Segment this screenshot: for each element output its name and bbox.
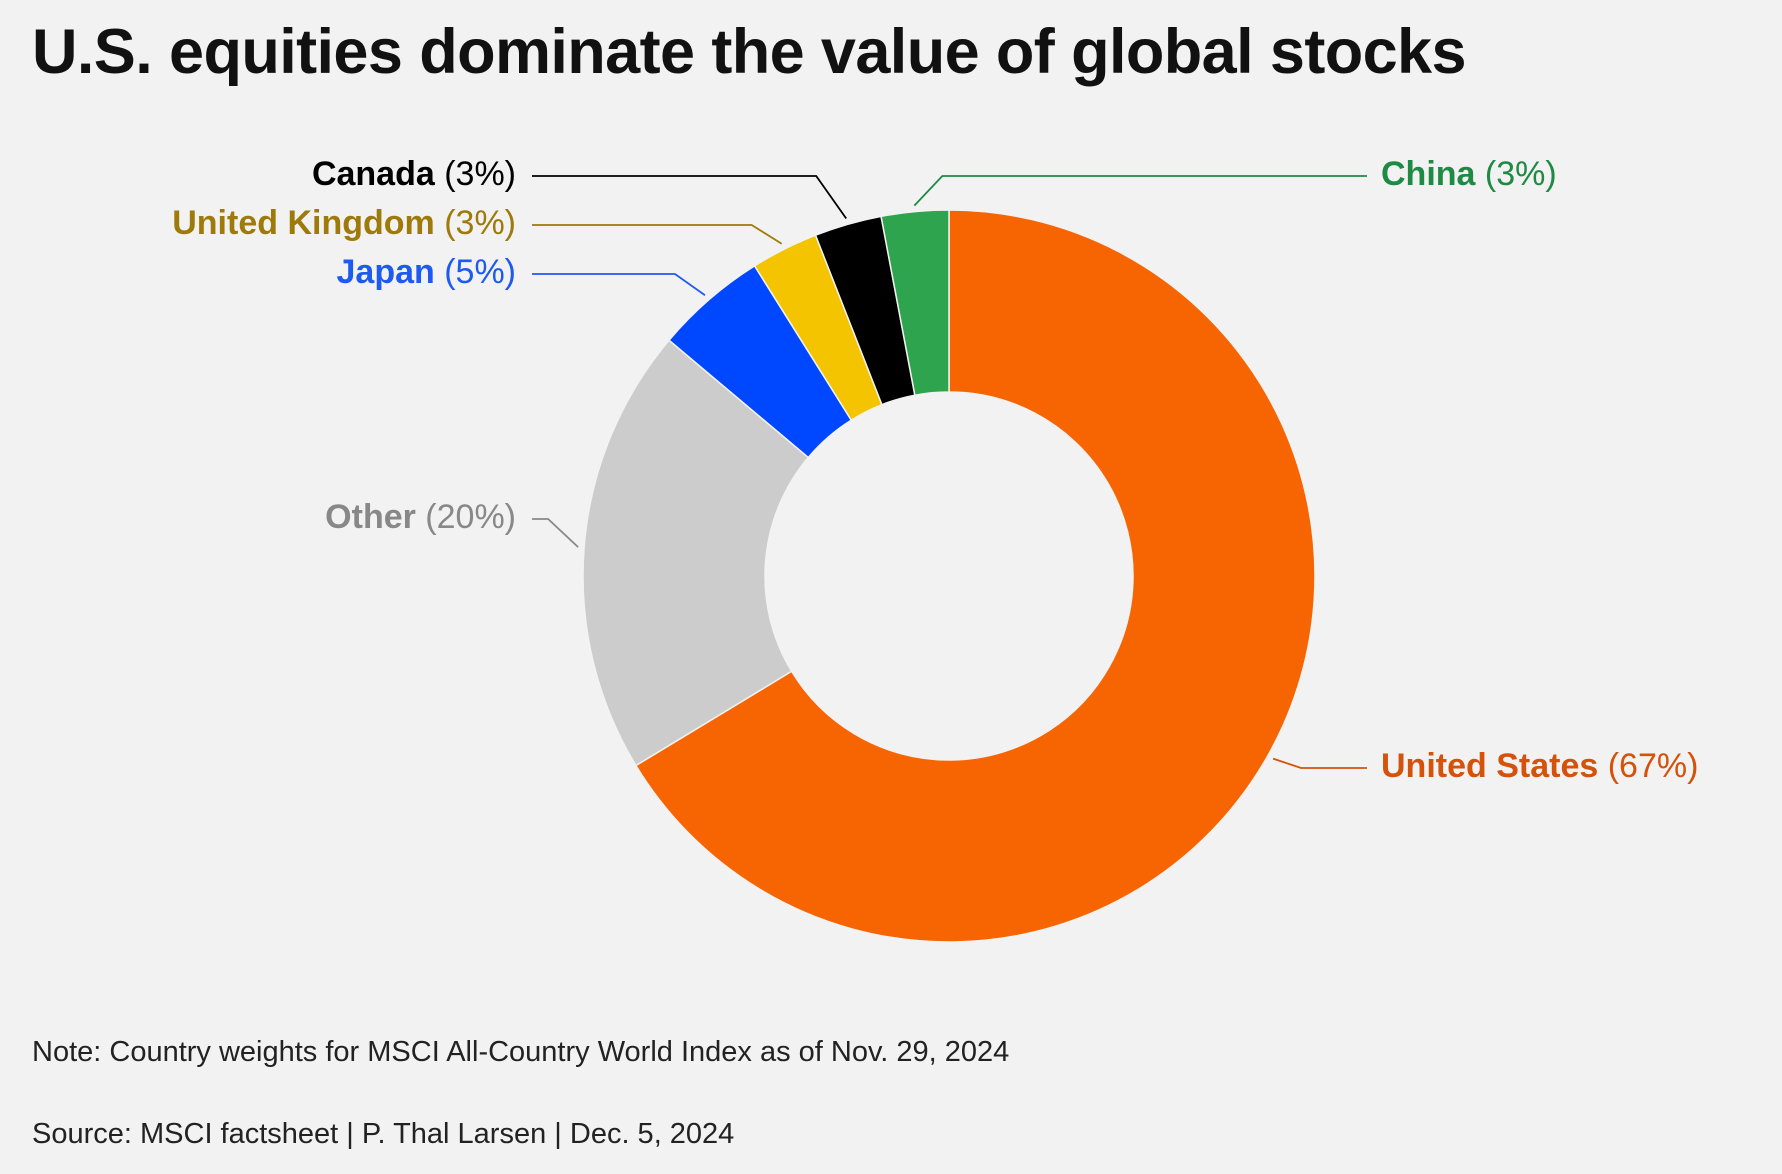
slice-label-value: (5%) — [435, 253, 516, 291]
slice-china — [880, 209, 950, 397]
slice-label-name: United States — [1381, 747, 1598, 785]
slice-label-japan: Japan (5%) — [337, 253, 517, 291]
slice-label-united-kingdom: United Kingdom (3%) — [172, 204, 516, 242]
slice-label-name: United Kingdom — [172, 204, 435, 242]
slice-other — [582, 339, 810, 767]
slice-label-value: (20%) — [416, 498, 516, 536]
leader-line-japan — [532, 273, 706, 296]
slice-label-value: (3%) — [435, 155, 516, 193]
slice-label-name: Japan — [337, 253, 435, 291]
slice-label-value: (3%) — [435, 204, 516, 242]
slice-label-value: (67%) — [1598, 747, 1698, 785]
slice-united-states — [634, 209, 1316, 943]
chart-source: Source: MSCI factsheet | P. Thal Larsen … — [32, 1118, 735, 1150]
chart-title: U.S. equities dominate the value of glob… — [32, 17, 1467, 87]
slice-label-value: (3%) — [1475, 155, 1556, 193]
slice-label-name: China — [1381, 155, 1477, 193]
slice-label-name: Canada — [312, 155, 436, 193]
slice-label-other: Other (20%) — [325, 498, 516, 536]
chart-note: Note: Country weights for MSCI All-Count… — [32, 1036, 1010, 1068]
slice-label-china: China (3%) — [1381, 155, 1557, 193]
slice-label-name: Other — [325, 498, 416, 536]
leader-line-china — [913, 175, 1367, 207]
slice-label-canada: Canada (3%) — [312, 155, 516, 193]
leader-line-other — [532, 518, 579, 548]
leader-line-united-kingdom — [532, 224, 783, 245]
slice-label-united-states: United States (67%) — [1381, 747, 1698, 785]
leader-line-united-states — [1272, 757, 1367, 769]
leader-line-canada — [532, 175, 847, 220]
